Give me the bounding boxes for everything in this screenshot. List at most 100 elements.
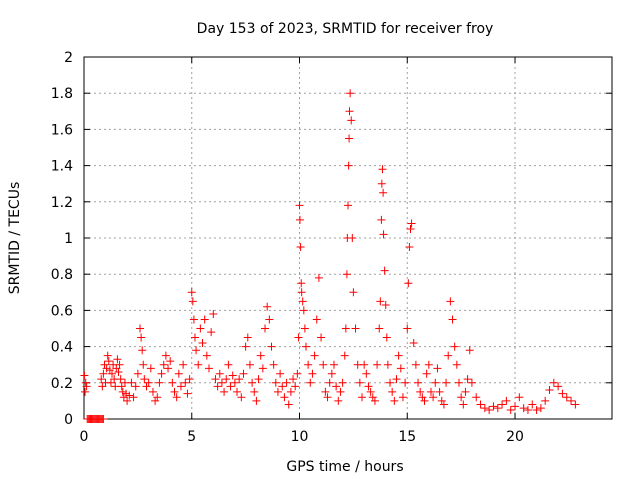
- data-point: [528, 400, 537, 409]
- data-point: [373, 360, 382, 369]
- data-point: [139, 360, 148, 369]
- data-point: [252, 396, 261, 405]
- data-point: [336, 387, 345, 396]
- data-point: [355, 378, 364, 387]
- data-point: [379, 230, 388, 239]
- data-point: [381, 300, 390, 309]
- data-point: [209, 310, 218, 319]
- data-point: [375, 324, 384, 333]
- data-point: [142, 382, 151, 391]
- data-point: [489, 402, 498, 411]
- data-point: [200, 315, 209, 324]
- data-point: [265, 315, 274, 324]
- data-point: [463, 375, 472, 384]
- data-point: [217, 378, 226, 387]
- data-point: [420, 396, 429, 405]
- x-axis-label: GPS time / hours: [286, 459, 403, 475]
- data-point: [198, 338, 207, 347]
- data-point: [114, 367, 123, 376]
- data-point: [452, 360, 461, 369]
- data-point: [383, 360, 392, 369]
- data-point: [558, 389, 567, 398]
- data-point: [297, 288, 306, 297]
- y-tick-label: 0.8: [51, 267, 73, 283]
- data-point: [213, 382, 222, 391]
- data-point: [424, 360, 433, 369]
- data-point: [291, 382, 300, 391]
- data-point: [502, 396, 511, 405]
- data-point: [170, 387, 179, 396]
- y-tick-label: 0.4: [51, 340, 73, 356]
- y-tick-label: 1.2: [51, 195, 73, 211]
- y-tick-label: 2: [64, 50, 73, 66]
- data-point: [536, 404, 545, 413]
- data-point: [168, 378, 177, 387]
- data-point: [404, 279, 413, 288]
- x-tick-label: 20: [506, 429, 524, 445]
- y-axis-label: SRMTID / TECUs: [7, 182, 23, 295]
- data-point: [131, 382, 140, 391]
- data-point: [429, 393, 438, 402]
- data-point: [317, 333, 326, 342]
- data-point: [104, 357, 113, 366]
- data-point: [416, 387, 425, 396]
- data-point: [567, 396, 576, 405]
- data-point: [245, 360, 254, 369]
- data-point: [103, 351, 112, 360]
- data-point: [426, 387, 435, 396]
- data-point: [562, 393, 571, 402]
- data-point: [233, 387, 242, 396]
- y-tick-label: 1.4: [51, 159, 73, 175]
- data-point: [136, 324, 145, 333]
- data-point: [202, 351, 211, 360]
- x-tick-label: 5: [187, 429, 196, 445]
- data-point: [82, 382, 91, 391]
- data-point: [146, 364, 155, 373]
- data-point: [321, 387, 330, 396]
- data-point: [459, 400, 468, 409]
- data-point: [334, 396, 343, 405]
- data-point: [364, 382, 373, 391]
- data-point: [190, 333, 199, 342]
- data-point: [323, 393, 332, 402]
- y-tick-label: 0.6: [51, 303, 73, 319]
- data-point: [116, 375, 125, 384]
- data-point: [105, 366, 114, 375]
- data-point: [295, 201, 304, 210]
- data-point: [407, 219, 416, 228]
- data-point: [172, 393, 181, 402]
- data-point: [476, 400, 485, 409]
- data-point: [319, 360, 328, 369]
- y-tick-label: 0: [64, 412, 73, 428]
- data-point: [148, 387, 157, 396]
- data-point: [435, 387, 444, 396]
- chart-title: Day 153 of 2023, SRMTID for receiver fro…: [197, 21, 494, 37]
- data-point: [403, 324, 412, 333]
- data-point: [349, 288, 358, 297]
- data-point: [140, 375, 149, 384]
- data-point: [457, 393, 466, 402]
- data-point: [211, 375, 220, 384]
- data-point: [269, 360, 278, 369]
- data-point: [549, 378, 558, 387]
- data-point: [194, 360, 203, 369]
- data-point: [183, 389, 192, 398]
- data-point: [511, 402, 520, 411]
- data-point: [81, 387, 90, 396]
- data-point: [263, 302, 272, 311]
- x-tick-label: 0: [80, 429, 89, 445]
- data-point: [106, 378, 115, 387]
- data-point: [137, 333, 146, 342]
- data-point: [341, 324, 350, 333]
- data-point: [325, 378, 334, 387]
- data-point: [271, 378, 280, 387]
- data-point: [97, 375, 106, 384]
- data-point: [493, 404, 502, 413]
- data-point: [308, 369, 317, 378]
- data-point: [298, 297, 307, 306]
- x-tick-label: 15: [398, 429, 416, 445]
- data-point: [379, 188, 388, 197]
- data-point: [472, 393, 481, 402]
- data-point: [454, 378, 463, 387]
- data-point: [215, 369, 224, 378]
